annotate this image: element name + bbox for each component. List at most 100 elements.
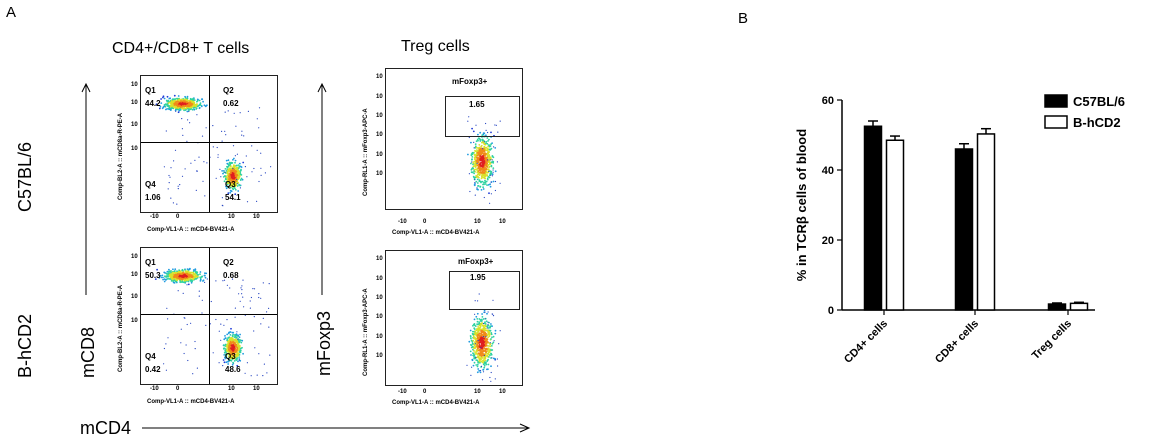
- x-tick: 10: [499, 219, 506, 225]
- mcd4-arrow: [142, 423, 531, 433]
- y-tick-label: 40: [822, 165, 834, 177]
- x-tick: 10: [499, 389, 506, 395]
- x-tick: 0: [176, 386, 180, 392]
- q1-label: Q1: [145, 86, 156, 95]
- quadrant-hline: [141, 142, 277, 143]
- y-tick: 10: [131, 82, 138, 88]
- quadrant-hline: [141, 314, 277, 315]
- q1-value: 44.2: [145, 99, 161, 108]
- x-tick: 0: [176, 214, 180, 220]
- q4-label: Q4: [145, 352, 156, 361]
- y-tick: 10: [131, 318, 138, 324]
- y-tick: 10: [131, 100, 138, 106]
- scatter-dots: [466, 293, 501, 382]
- treg2-y-axis-title: Comp-RL1-A :: mFoxp3-APC-A: [363, 288, 369, 376]
- chart-legend: C57BL/6 B-hCD2: [1044, 94, 1125, 130]
- foxp3-gate: [445, 96, 520, 137]
- gate-name: mFoxp3+: [458, 257, 494, 266]
- y-tick: 10: [131, 272, 138, 278]
- foxp3-gate: [449, 271, 520, 310]
- y-tick: 10: [376, 295, 383, 301]
- treg2-x-axis-title: Comp-VL1-A :: mCD4-BV421-A: [392, 400, 480, 406]
- quad1-x-axis-title: Comp-VL1-A :: mCD4-BV421-A: [147, 227, 235, 233]
- x-tick: -10: [398, 389, 407, 395]
- bar: [885, 139, 905, 311]
- quadrant-plot-c57bl6: Q1 44.2 Q2 0.62 Q3 54.1 Q4 1.06: [140, 75, 278, 213]
- panel-b-letter: B: [738, 10, 749, 27]
- x-tick: 10: [253, 386, 260, 392]
- x-tick: 0: [423, 219, 427, 225]
- q2-value: 0.62: [223, 99, 239, 108]
- q1-label: Q1: [145, 258, 156, 267]
- y-tick: 10: [376, 334, 383, 340]
- gate-name: mFoxp3+: [452, 77, 488, 86]
- x-tick: -10: [398, 219, 407, 225]
- row-label-bhcd2: B-hCD2: [15, 313, 35, 378]
- q2-label: Q2: [223, 258, 234, 267]
- x-tick: 10: [474, 219, 481, 225]
- legend-label: B-hCD2: [1073, 115, 1121, 130]
- x-tick: -10: [150, 386, 159, 392]
- y-tick-label: 20: [822, 235, 834, 247]
- gate-value: 1.95: [470, 273, 486, 282]
- y-tick: 10: [376, 256, 383, 262]
- x-tick: 10: [228, 214, 235, 220]
- quad2-x-axis-title: Comp-VL1-A :: mCD4-BV421-A: [147, 399, 235, 405]
- col-title-treg: Treg cells: [401, 38, 470, 55]
- treg1-x-axis-title: Comp-VL1-A :: mCD4-BV421-A: [392, 230, 480, 236]
- x-label-mcd4: mCD4: [80, 418, 132, 438]
- q4-label: Q4: [145, 180, 156, 189]
- q3-value: 54.1: [225, 193, 241, 202]
- q2-value: 0.68: [223, 271, 239, 280]
- y-tick: 10: [131, 254, 138, 260]
- bar: [976, 133, 996, 311]
- q3-label: Q3: [225, 180, 236, 189]
- q2-label: Q2: [223, 86, 234, 95]
- x-tick-label: Treg cells: [1030, 318, 1074, 362]
- treg-plot-c57bl6: mFoxp3+ 1.65: [385, 68, 523, 210]
- x-tick: 10: [474, 389, 481, 395]
- scatter-dots: [154, 267, 271, 377]
- y-axis-label: % in TCRβ cells of blood: [794, 129, 809, 281]
- bar-chart: 0 20 40 60 CD4+ cells CD8+ cells Treg cells C5…: [794, 94, 1125, 366]
- y-tick: 10: [376, 314, 383, 320]
- mcd8-arrow: [81, 82, 91, 295]
- y-tick-label: 60: [822, 95, 834, 107]
- col-title-cd4-cd8: CD4+/CD8+ T cells: [112, 40, 250, 57]
- y-tick: 10: [376, 353, 383, 359]
- x-tick-label: CD8+ cells: [933, 318, 981, 366]
- scatter-dots: [467, 116, 501, 204]
- y-tick: 10: [131, 146, 138, 152]
- bar: [1047, 303, 1067, 311]
- bar: [1069, 302, 1089, 311]
- x-tick: 10: [253, 214, 260, 220]
- q4-value: 0.42: [145, 365, 161, 374]
- quadrant-plot-bhcd2: Q1 50.3 Q2 0.68 Q3 48.6 Q4 0.42: [140, 247, 278, 385]
- y-tick: 10: [376, 132, 383, 138]
- y-tick-label: 0: [828, 305, 834, 317]
- quad1-y-axis-title: Comp-BL2-A :: mCD8a-R-PE-A: [118, 112, 124, 200]
- q1-value: 50.3: [145, 271, 161, 280]
- x-tick: 0: [423, 389, 427, 395]
- treg1-y-axis-title: Comp-RL1-A :: mFoxp3-APC-A: [363, 108, 369, 196]
- y-label-mcd8: mCD8: [78, 326, 98, 378]
- y-tick: 10: [376, 94, 383, 100]
- panel-a-letter: A: [6, 4, 17, 21]
- legend-swatch: [1044, 115, 1068, 129]
- mfoxp3-arrow: [317, 82, 327, 295]
- treg-plot-bhcd2: mFoxp3+ 1.95: [385, 250, 523, 386]
- y-tick: 10: [376, 152, 383, 158]
- q3-label: Q3: [225, 352, 236, 361]
- quad2-y-axis-title: Comp-BL2-A :: mCD8a-R-PE-A: [118, 284, 124, 372]
- y-tick: 10: [376, 276, 383, 282]
- bar: [954, 148, 974, 311]
- y-tick: 10: [131, 122, 138, 128]
- quadrant-vline: [209, 76, 210, 212]
- y-tick: 10: [376, 74, 383, 80]
- scatter-dots: [155, 94, 272, 207]
- x-tick: -10: [150, 214, 159, 220]
- q3-value: 48.6: [225, 365, 241, 374]
- chart-bars: [863, 120, 1089, 311]
- row-label-c57bl6: C57BL/6: [15, 141, 35, 212]
- x-tick: 10: [228, 386, 235, 392]
